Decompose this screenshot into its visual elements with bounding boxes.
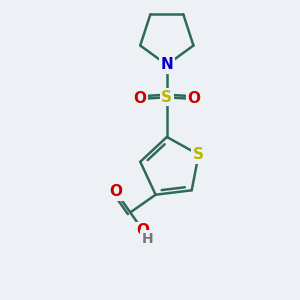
Text: H: H [142, 232, 153, 245]
Text: N: N [160, 57, 173, 72]
Text: S: S [193, 147, 204, 162]
Text: S: S [161, 90, 172, 105]
Text: O: O [137, 224, 150, 238]
Text: O: O [110, 184, 122, 200]
Text: O: O [133, 91, 146, 106]
Text: O: O [188, 91, 201, 106]
